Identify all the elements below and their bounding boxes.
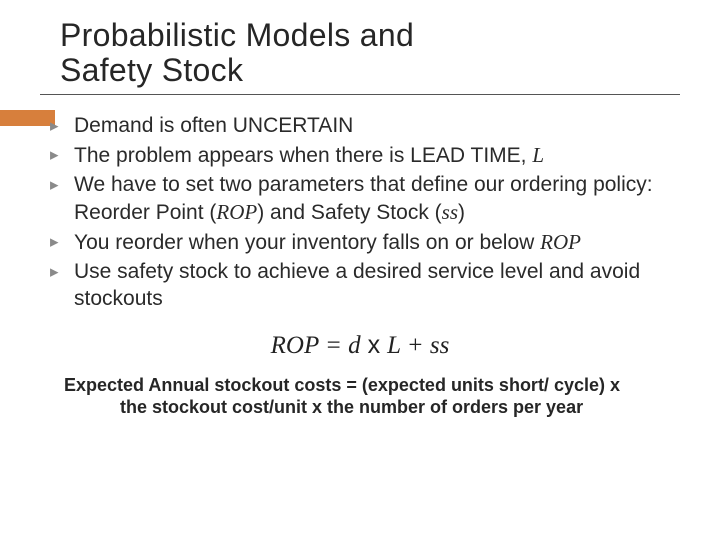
footer-line-1: Expected Annual stockout costs = (expect…: [64, 375, 620, 395]
footer-note: Expected Annual stockout costs = (expect…: [64, 374, 656, 419]
bullet-text: Use safety stock to achieve a desired se…: [74, 260, 640, 310]
bullet-text: The problem appears when there is LEAD T…: [74, 144, 532, 167]
bullet-text: ) and Safety Stock (: [257, 201, 441, 224]
footer-line-2: the stockout cost/unit x the number of o…: [64, 396, 656, 419]
title-rule: [40, 94, 680, 95]
var-ROP: ROP: [540, 230, 581, 254]
var-L: L: [532, 143, 544, 167]
list-item: You reorder when your inventory falls on…: [48, 229, 672, 257]
accent-bar: [0, 110, 55, 126]
var-ss: ss: [442, 200, 458, 224]
list-item: The problem appears when there is LEAD T…: [48, 142, 672, 170]
slide: Probabilistic Models and Safety Stock De…: [0, 0, 720, 540]
bullet-text: Demand is often UNCERTAIN: [74, 114, 353, 137]
list-item: Demand is often UNCERTAIN: [48, 113, 672, 140]
var-ROP: ROP: [216, 200, 257, 224]
bullet-list: Demand is often UNCERTAIN The problem ap…: [48, 113, 672, 312]
formula-plus: +: [401, 332, 430, 359]
list-item: We have to set two parameters that defin…: [48, 172, 672, 227]
bullet-text: ): [458, 201, 465, 224]
formula-lhs: ROP: [271, 332, 319, 359]
formula-eq: =: [319, 332, 348, 359]
list-item: Use safety stock to achieve a desired se…: [48, 259, 672, 313]
formula-ss: ss: [430, 332, 449, 359]
title-line-2: Safety Stock: [60, 52, 243, 88]
bullet-text: You reorder when your inventory falls on…: [74, 231, 540, 254]
title-line-1: Probabilistic Models and: [60, 17, 414, 53]
formula: ROP = d x L + ss: [40, 331, 680, 360]
formula-L: L: [387, 332, 400, 359]
slide-title: Probabilistic Models and Safety Stock: [60, 18, 680, 88]
formula-x: x: [361, 331, 387, 359]
formula-d: d: [348, 332, 361, 359]
